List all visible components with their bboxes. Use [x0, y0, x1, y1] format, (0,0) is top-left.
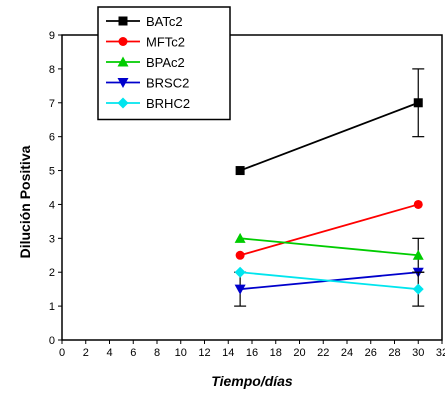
y-tick-label: 1 [49, 301, 55, 313]
series-line [239, 101, 419, 172]
legend-marker [117, 78, 129, 88]
x-tick-label: 0 [59, 347, 65, 359]
data-point [412, 249, 424, 260]
legend-label: BRHC2 [146, 96, 190, 111]
y-tick-label: 0 [49, 335, 55, 347]
data-point [413, 98, 423, 108]
legend-marker [118, 37, 128, 46]
x-tick-label: 12 [198, 347, 210, 359]
series-layer [234, 68, 425, 307]
y-tick-label: 8 [49, 64, 55, 76]
data-point [235, 250, 245, 260]
series-brhc2 [234, 266, 425, 307]
series-mftc2 [235, 199, 423, 260]
y-tick-label: 4 [49, 199, 55, 211]
legend: BATc2 MFTc2 BPAc2 BRSC2 BRHC2 [97, 6, 231, 121]
legend-marker [117, 56, 129, 67]
legend-marker [118, 16, 128, 26]
x-axis: 02468101214161820222426283032 [59, 340, 445, 359]
series-line [240, 237, 419, 257]
series-line [239, 203, 419, 257]
x-tick-label: 14 [222, 347, 234, 359]
data-point [412, 283, 424, 295]
x-tick-label: 32 [436, 347, 445, 359]
legend-item-brhc2: BRHC2 [106, 96, 190, 111]
y-axis: 0 1 2 3 4 5 6 7 8 9 [49, 30, 62, 347]
x-tick-label: 22 [317, 347, 329, 359]
y-tick-label: 9 [49, 30, 55, 42]
legend-marker [117, 97, 129, 109]
x-tick-label: 4 [106, 347, 112, 359]
data-point [235, 166, 245, 176]
series-bpac2 [234, 232, 425, 273]
series-line [240, 271, 419, 291]
legend-label: MFTc2 [146, 35, 185, 50]
legend-item-batc2: BATc2 [106, 14, 183, 29]
x-tick-label: 24 [341, 347, 353, 359]
x-tick-label: 8 [154, 347, 160, 359]
x-tick-label: 16 [246, 347, 258, 359]
series-batc2 [235, 68, 425, 176]
y-tick-label: 7 [49, 98, 55, 110]
legend-item-bpac2: BPAc2 [106, 55, 185, 70]
x-tick-label: 30 [412, 347, 424, 359]
data-point [234, 266, 246, 278]
x-tick-label: 20 [293, 347, 305, 359]
x-tick-label: 2 [83, 347, 89, 359]
y-tick-label: 6 [49, 132, 55, 144]
data-point [234, 284, 246, 295]
x-tick-label: 6 [130, 347, 136, 359]
legend-item-mftc2: MFTc2 [106, 35, 185, 50]
y-axis-title: Dilución Positiva [17, 145, 33, 258]
x-tick-label: 18 [270, 347, 282, 359]
y-tick-label: 5 [49, 166, 55, 178]
data-point [413, 199, 423, 209]
data-point [234, 232, 246, 243]
x-tick-label: 10 [175, 347, 187, 359]
x-tick-label: 26 [365, 347, 377, 359]
legend-item-brsc2: BRSC2 [106, 76, 189, 91]
x-tick-label: 28 [388, 347, 400, 359]
legend-label: BPAc2 [146, 55, 185, 70]
y-tick-label: 2 [49, 267, 55, 279]
legend-label: BRSC2 [146, 76, 189, 91]
x-axis-title: Tiempo/días [211, 373, 293, 389]
legend-label: BATc2 [146, 14, 183, 29]
y-tick-label: 3 [49, 233, 55, 245]
